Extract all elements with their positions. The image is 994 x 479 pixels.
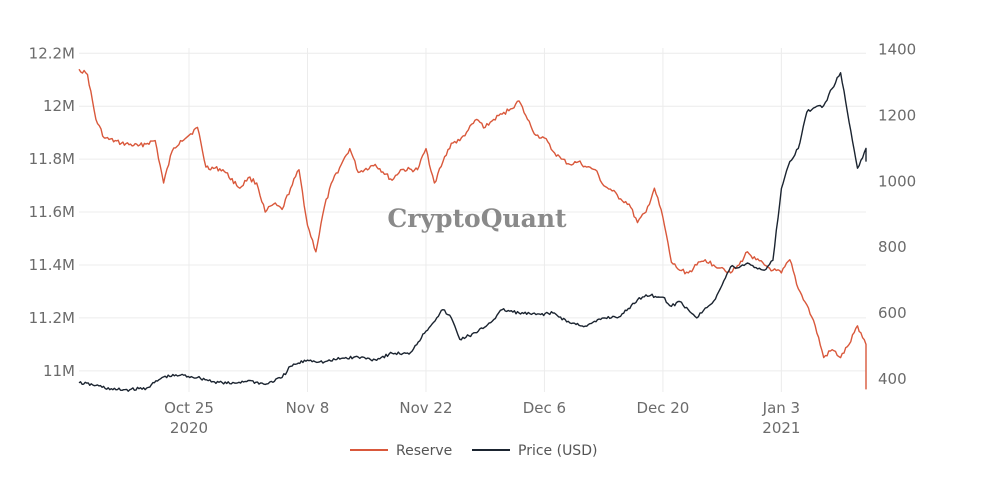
left-tick-label: 11.8M [29,150,75,168]
left-tick-label: 12M [43,97,75,115]
left-tick-label: 11.2M [29,309,75,327]
x-tick-label: Jan 3 [762,399,800,417]
x-tick-label: Dec 20 [636,399,689,417]
right-axis-ticks: 400 600 800 1000 1200 1400 [878,41,916,388]
watermark: CryptoQuant [387,204,567,233]
right-tick-label: 600 [878,304,907,322]
right-tick-label: 1400 [878,41,916,59]
series-line-price [78,72,867,392]
left-axis-ticks: 11M 11.2M 11.4M 11.6M 11.8M 12M 12.2M [29,44,75,380]
left-tick-label: 12.2M [29,44,75,62]
series-layer [78,68,867,392]
gridlines [79,48,866,392]
right-tick-label: 800 [878,238,907,256]
x-tick-label: Dec 6 [523,399,566,417]
right-tick-label: 1000 [878,172,916,190]
x-tick-year-label: 2020 [170,419,208,437]
x-tick-year-label: 2021 [762,419,800,437]
left-tick-label: 11.6M [29,203,75,221]
legend-label: Price (USD) [518,443,597,459]
right-tick-label: 1200 [878,106,916,124]
left-tick-label: 11.4M [29,256,75,274]
x-tick-label: Nov 22 [399,399,452,417]
x-axis-ticks: Oct 25 2020 Nov 8 Nov 22 Dec 6 Dec 20 Jan 3 202… [164,399,800,437]
legend[interactable]: Reserve Price (USD) [350,443,597,459]
legend-label: Reserve [396,443,452,459]
x-tick-label: Nov 8 [286,399,330,417]
right-tick-label: 400 [878,370,907,388]
x-tick-label: Oct 25 [164,399,214,417]
left-tick-label: 11M [43,362,75,380]
